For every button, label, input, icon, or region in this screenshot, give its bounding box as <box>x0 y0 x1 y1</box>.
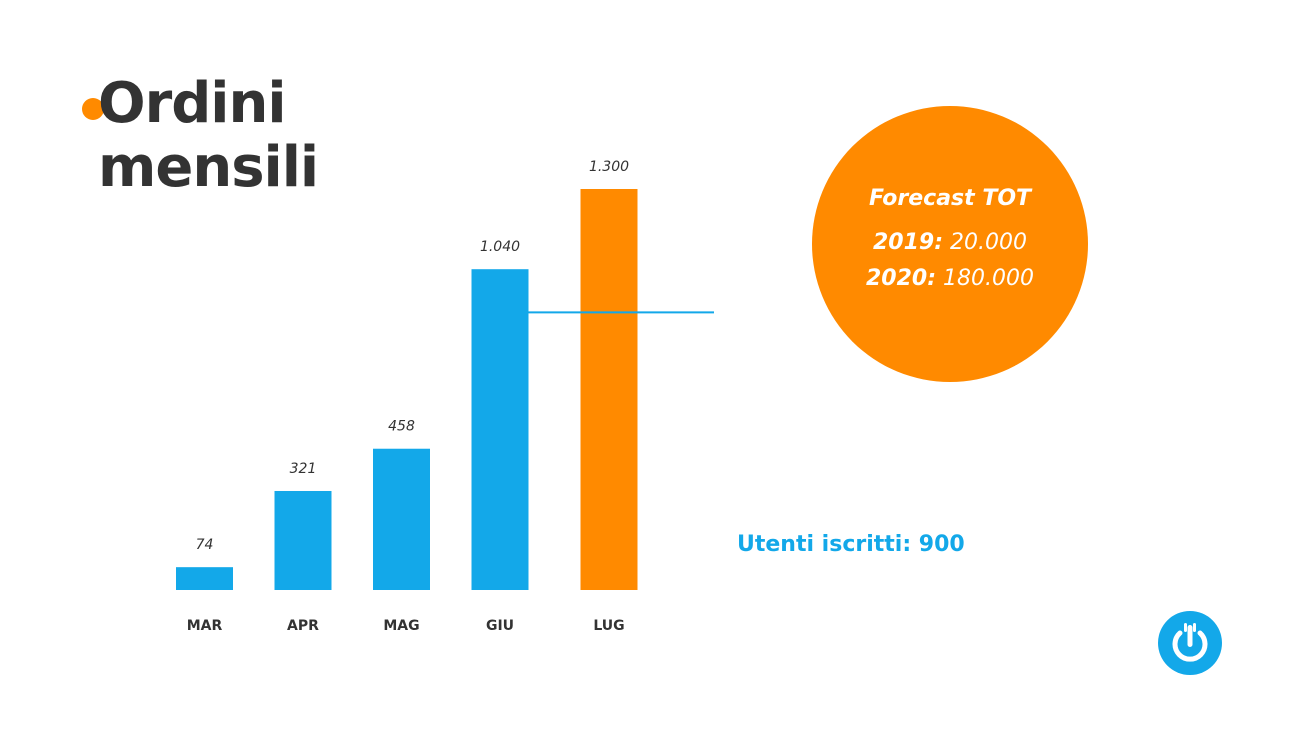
forecast-circle: Forecast TOT 2019: 20.000 2020: 180.000 <box>812 106 1088 382</box>
bar-mag <box>373 448 430 590</box>
title-line-1: Ordini <box>98 71 287 136</box>
bar-apr <box>274 490 332 590</box>
value-label-lug: 1.300 <box>589 159 629 175</box>
category-label-apr: APR <box>287 618 319 634</box>
category-label-mar: MAR <box>187 618 223 634</box>
bar-lug <box>580 189 638 590</box>
title-bullet-dot <box>82 98 104 120</box>
title-line-2: mensili <box>98 135 319 200</box>
value-label-apr: 321 <box>290 461 317 477</box>
users-annotation-label: Utenti iscritti: 900 <box>737 532 965 557</box>
forecast-2020-value: 180.000 <box>943 266 1034 291</box>
forecast-2019-value: 20.000 <box>950 230 1027 255</box>
value-label-giu: 1.040 <box>480 239 520 255</box>
bar-mar <box>176 567 233 590</box>
forecast-2019-label: 2019: <box>872 230 944 255</box>
value-label-mag: 458 <box>388 419 415 435</box>
forecast-2020-label: 2020: <box>865 266 937 291</box>
power-fork-icon <box>1158 611 1222 675</box>
category-label-giu: GIU <box>486 618 514 634</box>
category-label-mag: MAG <box>383 618 419 634</box>
forecast-title: Forecast TOT <box>868 186 1032 211</box>
category-label-lug: LUG <box>593 618 624 634</box>
forecast-2019: 2019: 20.000 <box>812 230 1088 255</box>
bar-giu <box>471 269 529 590</box>
value-label-mar: 74 <box>196 537 214 553</box>
forecast-2020: 2020: 180.000 <box>812 266 1088 291</box>
